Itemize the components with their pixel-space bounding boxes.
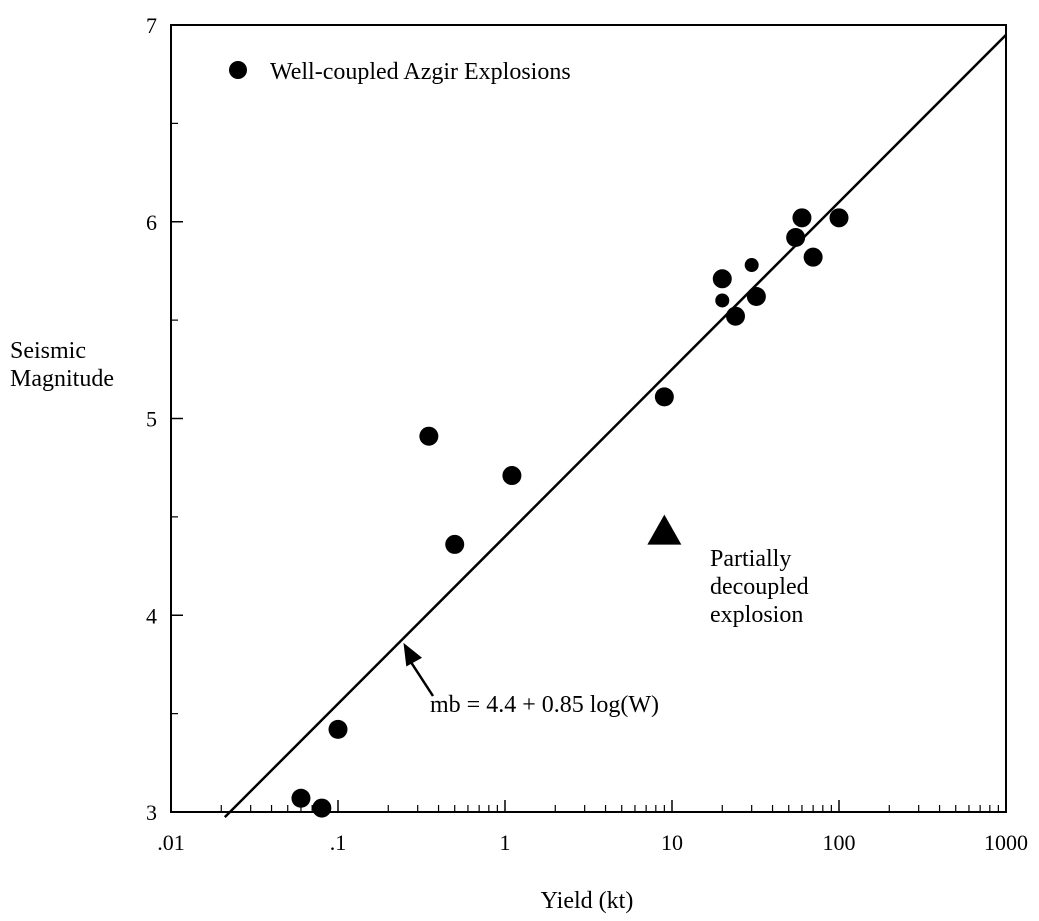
fit-line-group [223,33,1007,819]
equation-arrow [403,642,435,697]
equation-label: mb = 4.4 + 0.85 log(W) [430,692,659,718]
decoupled-label-line-3: explosion [710,602,803,628]
decoupled-triangle [647,514,682,545]
explosion-point [715,293,730,308]
explosion-point [746,287,766,307]
fit-line [223,33,1007,819]
explosion-point [786,227,806,247]
x-tick-label: .1 [330,830,347,855]
y-tick-label: 3 [146,800,157,825]
x-axis-title: Yield (kt) [541,888,634,914]
y-axis-title-line-1: Seismic [10,338,86,364]
explosion-point [312,798,332,818]
x-tick-label: 1000 [984,830,1028,855]
y-tick-label: 4 [146,603,157,628]
y-tick-label: 5 [146,407,157,432]
explosion-point [712,269,732,289]
decoupled-label-line-1: Partially [710,546,791,572]
explosion-point [291,788,311,808]
y-tick-label: 7 [146,13,157,38]
y-axis-title-line-2: Magnitude [10,366,114,392]
x-tick-label: 10 [661,830,683,855]
explosion-point [445,534,465,554]
legend-marker [229,61,247,79]
legend-label: Well-coupled Azgir Explosions [270,59,571,85]
explosion-point [328,719,348,739]
explosion-point [744,258,759,273]
x-tick-label: 1 [500,830,511,855]
explosion-point [725,306,745,326]
axis-ticks: .01 .1 1 10 100 1000 3 4 5 6 7 [146,13,1028,855]
y-tick-label: 6 [146,210,157,235]
explosion-point [419,426,439,446]
explosion-point [502,466,522,486]
decoupled-label-line-2: decoupled [710,574,809,600]
data-points [291,208,849,818]
explosion-point [792,208,812,228]
explosion-point [803,247,823,267]
x-tick-label: .01 [157,830,185,855]
x-tick-label: 100 [823,830,856,855]
explosion-point [654,387,674,407]
explosion-point [829,208,849,228]
arrow-head [403,642,423,667]
